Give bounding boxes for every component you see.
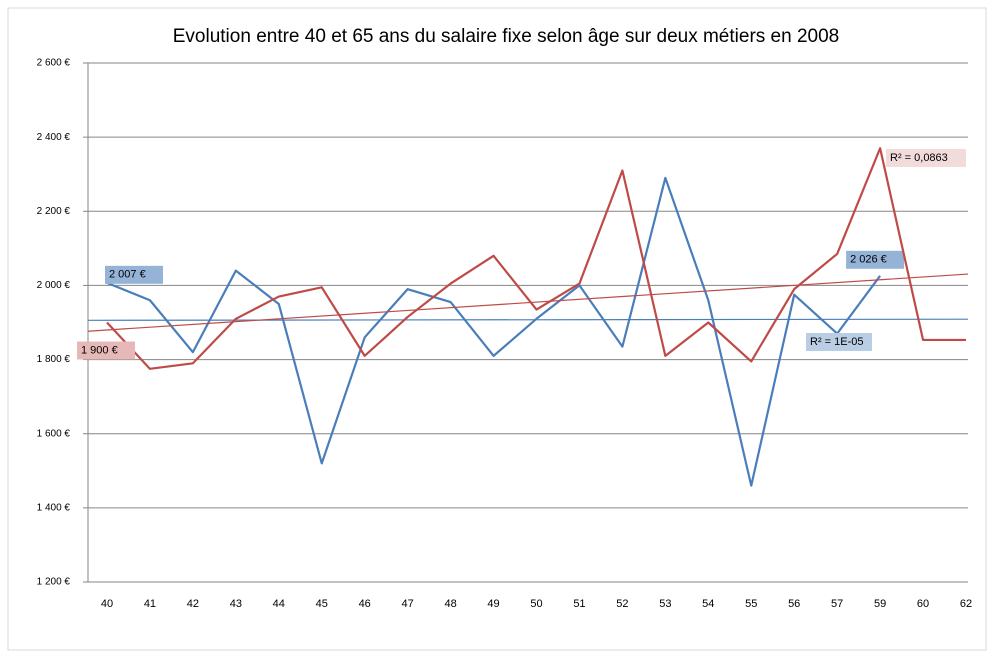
x-tick-label: 42	[187, 598, 199, 610]
x-tick-label: 43	[230, 598, 242, 610]
x-tick-label: 44	[273, 598, 285, 610]
r2-label: R² = 1E-05	[810, 336, 864, 348]
data-label-box	[77, 341, 135, 360]
data-label: 1 900 €	[81, 344, 118, 356]
x-tick-label: 54	[702, 598, 714, 610]
x-tick-label: 45	[316, 598, 328, 610]
data-label-box	[105, 265, 163, 284]
x-tick-label: 55	[745, 598, 757, 610]
x-tick-label: 56	[788, 598, 800, 610]
data-label: 2 026 €	[850, 254, 887, 266]
series-line	[106, 176, 881, 487]
x-tick-label: 48	[444, 598, 456, 610]
y-tick-label: 1 200 €	[37, 577, 71, 588]
x-tick-label: 57	[831, 598, 843, 610]
x-tick-label: 62	[960, 598, 972, 610]
y-tick-label: 2 600 €	[37, 58, 71, 69]
x-tick-label: 49	[487, 598, 499, 610]
r2-label: R² = 0,0863	[890, 152, 948, 164]
x-tick-label: 52	[616, 598, 628, 610]
chart-title: Evolution entre 40 et 65 ans du salaire …	[173, 26, 839, 47]
y-tick-label: 1 800 €	[37, 354, 71, 365]
data-label: 2 007 €	[109, 269, 146, 281]
x-tick-label: 59	[874, 598, 886, 610]
x-tick-label: 51	[573, 598, 585, 610]
y-tick-label: 2 400 €	[37, 132, 71, 143]
y-tick-label: 2 000 €	[37, 280, 71, 291]
x-tick-label: 50	[530, 598, 542, 610]
x-tick-label: 53	[659, 598, 671, 610]
y-tick-label: 1 400 €	[37, 502, 71, 513]
x-tick-label: 46	[359, 598, 371, 610]
r2-label-box	[886, 149, 966, 167]
series-line	[106, 147, 966, 370]
data-label-box	[846, 250, 905, 269]
r2-label-box	[806, 333, 872, 351]
x-tick-label: 47	[402, 598, 414, 610]
x-tick-label: 60	[917, 598, 929, 610]
trendline	[87, 273, 969, 332]
x-tick-label: 41	[144, 598, 156, 610]
chart-frame	[7, 7, 987, 651]
y-tick-label: 1 600 €	[37, 428, 71, 439]
x-tick-label: 40	[101, 598, 113, 610]
y-tick-label: 2 200 €	[37, 206, 71, 217]
